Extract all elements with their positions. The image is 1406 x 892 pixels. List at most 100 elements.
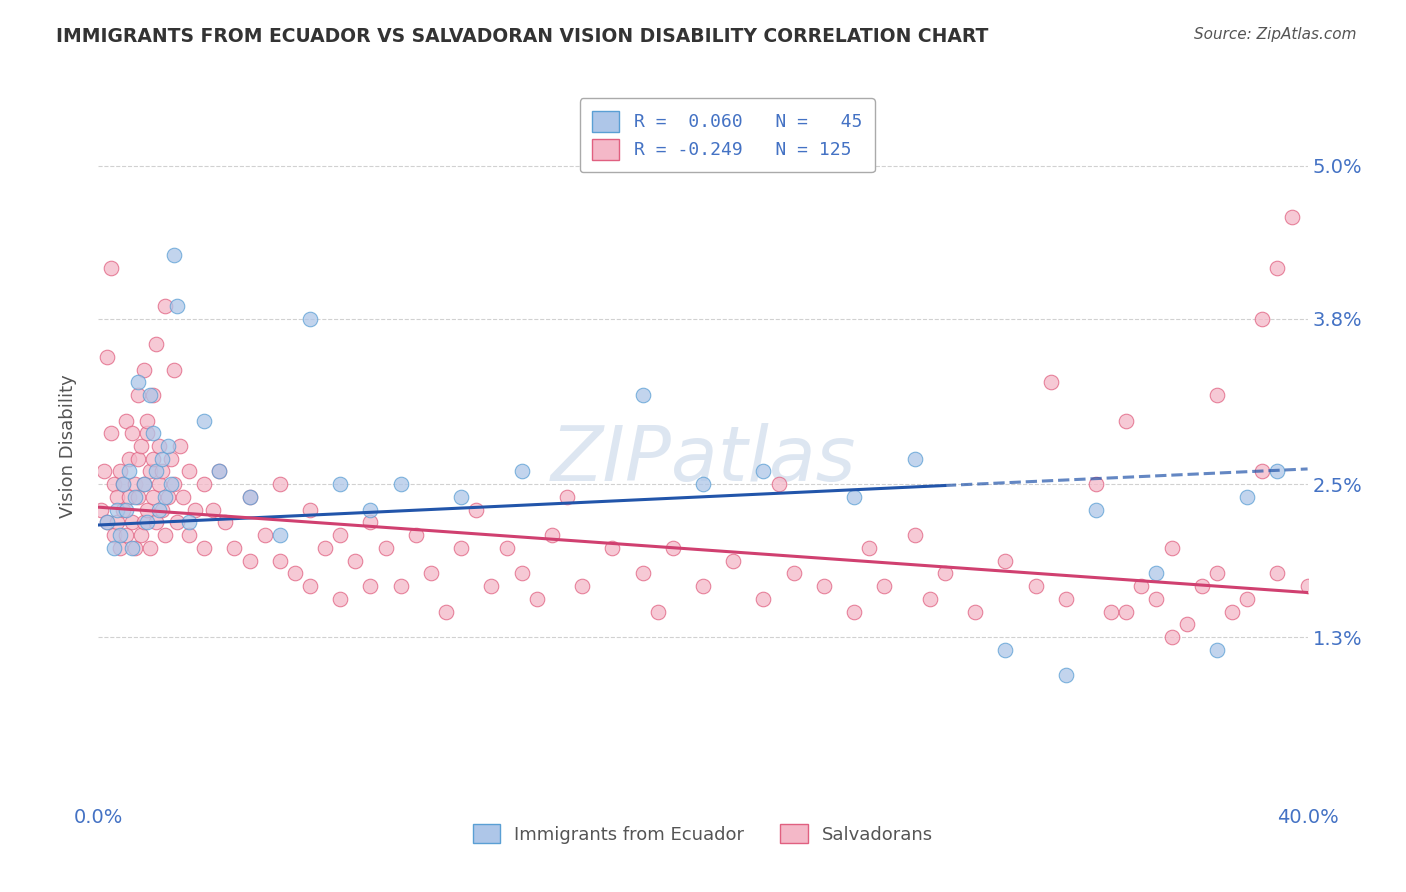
Point bbox=[108, 528, 131, 542]
Point bbox=[166, 299, 188, 313]
Point bbox=[148, 477, 170, 491]
Point bbox=[344, 554, 367, 568]
Point bbox=[253, 528, 276, 542]
Point bbox=[647, 605, 669, 619]
Point bbox=[148, 502, 170, 516]
Point bbox=[142, 490, 165, 504]
Point bbox=[135, 426, 157, 441]
Point bbox=[100, 260, 122, 275]
Point bbox=[1039, 376, 1062, 390]
Point bbox=[661, 541, 683, 555]
Point bbox=[124, 541, 146, 555]
Point bbox=[166, 516, 188, 530]
Point bbox=[103, 477, 125, 491]
Point bbox=[105, 502, 128, 516]
Text: Source: ZipAtlas.com: Source: ZipAtlas.com bbox=[1194, 27, 1357, 42]
Point bbox=[631, 388, 654, 402]
Point bbox=[526, 591, 548, 606]
Point bbox=[111, 477, 134, 491]
Point bbox=[602, 541, 624, 555]
Point bbox=[132, 516, 155, 530]
Point bbox=[481, 579, 503, 593]
Point bbox=[202, 502, 225, 516]
Point bbox=[360, 579, 382, 593]
Point bbox=[571, 579, 593, 593]
Point bbox=[184, 502, 207, 516]
Point bbox=[465, 502, 488, 516]
Point bbox=[111, 502, 134, 516]
Point bbox=[1267, 566, 1289, 581]
Point bbox=[179, 528, 201, 542]
Point bbox=[142, 451, 165, 466]
Point bbox=[844, 605, 866, 619]
Point bbox=[389, 477, 412, 491]
Point bbox=[329, 477, 352, 491]
Y-axis label: Vision Disability: Vision Disability bbox=[59, 374, 77, 518]
Point bbox=[127, 451, 149, 466]
Point bbox=[163, 248, 186, 262]
Point bbox=[135, 502, 157, 516]
Point bbox=[783, 566, 806, 581]
Point bbox=[193, 413, 215, 427]
Point bbox=[156, 439, 179, 453]
Point bbox=[114, 413, 136, 427]
Point bbox=[224, 541, 246, 555]
Point bbox=[420, 566, 443, 581]
Point bbox=[96, 350, 118, 364]
Point bbox=[145, 465, 167, 479]
Point bbox=[918, 591, 941, 606]
Text: IMMIGRANTS FROM ECUADOR VS SALVADORAN VISION DISABILITY CORRELATION CHART: IMMIGRANTS FROM ECUADOR VS SALVADORAN VI… bbox=[56, 27, 988, 45]
Point bbox=[142, 388, 165, 402]
Point bbox=[139, 465, 162, 479]
Point bbox=[193, 541, 215, 555]
Point bbox=[105, 490, 128, 504]
Point bbox=[129, 528, 152, 542]
Point bbox=[127, 490, 149, 504]
Point bbox=[299, 311, 322, 326]
Point bbox=[1236, 490, 1258, 504]
Point bbox=[1099, 605, 1122, 619]
Point bbox=[208, 465, 231, 479]
Point bbox=[153, 299, 176, 313]
Point bbox=[540, 528, 562, 542]
Point bbox=[132, 477, 155, 491]
Point bbox=[314, 541, 336, 555]
Point bbox=[169, 439, 191, 453]
Point bbox=[132, 362, 155, 376]
Point bbox=[965, 605, 987, 619]
Point bbox=[118, 465, 141, 479]
Point bbox=[114, 528, 136, 542]
Point bbox=[1206, 388, 1229, 402]
Text: ZIPatlas: ZIPatlas bbox=[550, 424, 856, 497]
Point bbox=[299, 502, 322, 516]
Point bbox=[153, 490, 176, 504]
Point bbox=[108, 541, 131, 555]
Point bbox=[434, 605, 457, 619]
Point bbox=[142, 426, 165, 441]
Point bbox=[1267, 465, 1289, 479]
Point bbox=[1220, 605, 1243, 619]
Point bbox=[103, 528, 125, 542]
Point bbox=[214, 516, 236, 530]
Point bbox=[163, 477, 186, 491]
Point bbox=[139, 541, 162, 555]
Point bbox=[299, 579, 322, 593]
Point bbox=[329, 528, 352, 542]
Point bbox=[1115, 413, 1137, 427]
Legend: Immigrants from Ecuador, Salvadorans: Immigrants from Ecuador, Salvadorans bbox=[465, 816, 941, 851]
Point bbox=[193, 477, 215, 491]
Point bbox=[179, 516, 201, 530]
Point bbox=[994, 554, 1017, 568]
Point bbox=[239, 554, 262, 568]
Point bbox=[239, 490, 262, 504]
Point bbox=[153, 528, 176, 542]
Point bbox=[873, 579, 896, 593]
Point bbox=[450, 541, 472, 555]
Point bbox=[1296, 579, 1319, 593]
Point bbox=[1281, 210, 1303, 224]
Point bbox=[510, 465, 533, 479]
Point bbox=[111, 477, 134, 491]
Point bbox=[360, 516, 382, 530]
Point bbox=[405, 528, 427, 542]
Point bbox=[723, 554, 745, 568]
